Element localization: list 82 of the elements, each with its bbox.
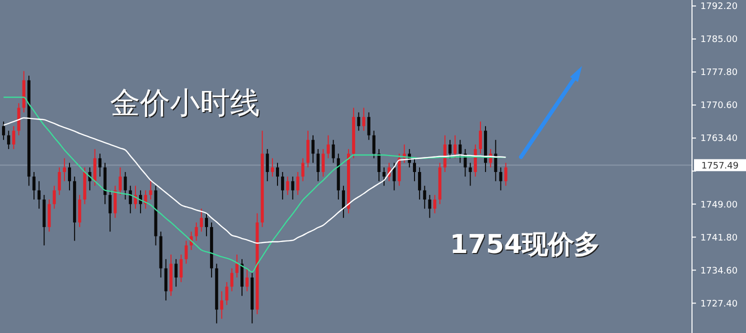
candlestick (52, 185, 56, 210)
candlestick (62, 158, 66, 182)
candlestick (382, 166, 386, 186)
candlestick (499, 166, 502, 191)
candlestick (291, 176, 294, 200)
candlestick (2, 121, 6, 140)
candlestick (468, 162, 472, 186)
candlestick (108, 190, 112, 232)
annotation: 1754现价多 (450, 230, 600, 260)
candlestick (494, 139, 498, 182)
candlestick (17, 102, 20, 136)
candlestick (362, 107, 366, 132)
candlestick (458, 139, 462, 164)
text: 金价小时线 (110, 86, 260, 121)
candlestick (428, 194, 432, 218)
candlestick (326, 134, 330, 159)
candlestick (190, 231, 193, 250)
candlestick (316, 148, 320, 182)
y-tick-label: 1792.20 (700, 2, 738, 12)
candlestick (93, 148, 96, 186)
candlestick (433, 194, 436, 214)
y-tick-label: 1763.40 (700, 134, 738, 144)
candlestick (474, 144, 477, 178)
candlestick (412, 158, 416, 182)
candlestick (392, 162, 396, 191)
candlestick (270, 158, 274, 178)
candlestick (194, 222, 198, 242)
y-tick-label: 1785.00 (700, 35, 738, 46)
candlestick (124, 172, 127, 200)
candlestick (32, 172, 36, 200)
candlestick (306, 130, 310, 168)
candlestick (454, 134, 457, 159)
candlestick (367, 112, 370, 140)
candlestick (114, 185, 117, 218)
candlestick (98, 153, 102, 178)
candlestick (322, 148, 325, 178)
candlestick (418, 166, 422, 200)
candlestick (301, 158, 304, 182)
y-tick-label: 1741.80 (700, 233, 738, 244)
candlestick (281, 172, 284, 200)
candlestick (230, 268, 234, 292)
candlestick (342, 185, 345, 218)
candlestick (118, 166, 122, 196)
y-tick-label: 1777.80 (700, 68, 738, 78)
candlestick (149, 180, 152, 200)
candlestick (478, 121, 482, 154)
y-tick-label: 1770.60 (700, 101, 738, 112)
y-tick-label: 1734.60 (700, 266, 738, 276)
candlestick (68, 162, 72, 191)
candlestick (38, 180, 41, 210)
candlestick (225, 282, 228, 306)
candlestick (312, 134, 315, 164)
candlestick (184, 240, 188, 264)
candlestick (78, 194, 82, 228)
y-tick-label: 1727.40 (700, 299, 738, 310)
candlestick (246, 268, 249, 292)
candlestick (443, 134, 446, 173)
candlestick (286, 176, 290, 196)
candlestick (204, 212, 208, 237)
y-tick-label: 1749.00 (700, 200, 738, 210)
candlestick (12, 126, 16, 150)
candlestick (240, 258, 244, 296)
candlestick (164, 258, 168, 301)
candlestick (266, 148, 269, 182)
candlestick (48, 199, 51, 232)
candlestick (296, 172, 300, 196)
candlestick (398, 153, 401, 186)
candlestick (220, 290, 224, 320)
candlestick (7, 130, 10, 150)
ref-line-label: 1757.49 (701, 161, 739, 172)
candlestick (332, 139, 335, 164)
candlestick (423, 185, 426, 210)
candlestick (372, 130, 376, 159)
candlestick (180, 254, 183, 283)
candlestick (58, 166, 61, 196)
candlestick (357, 112, 360, 132)
candlestick (235, 254, 238, 278)
candlestick (276, 162, 280, 186)
candlestick (200, 208, 203, 232)
candlestick (377, 148, 380, 182)
candlestick (174, 258, 178, 288)
candlestick (504, 162, 508, 186)
